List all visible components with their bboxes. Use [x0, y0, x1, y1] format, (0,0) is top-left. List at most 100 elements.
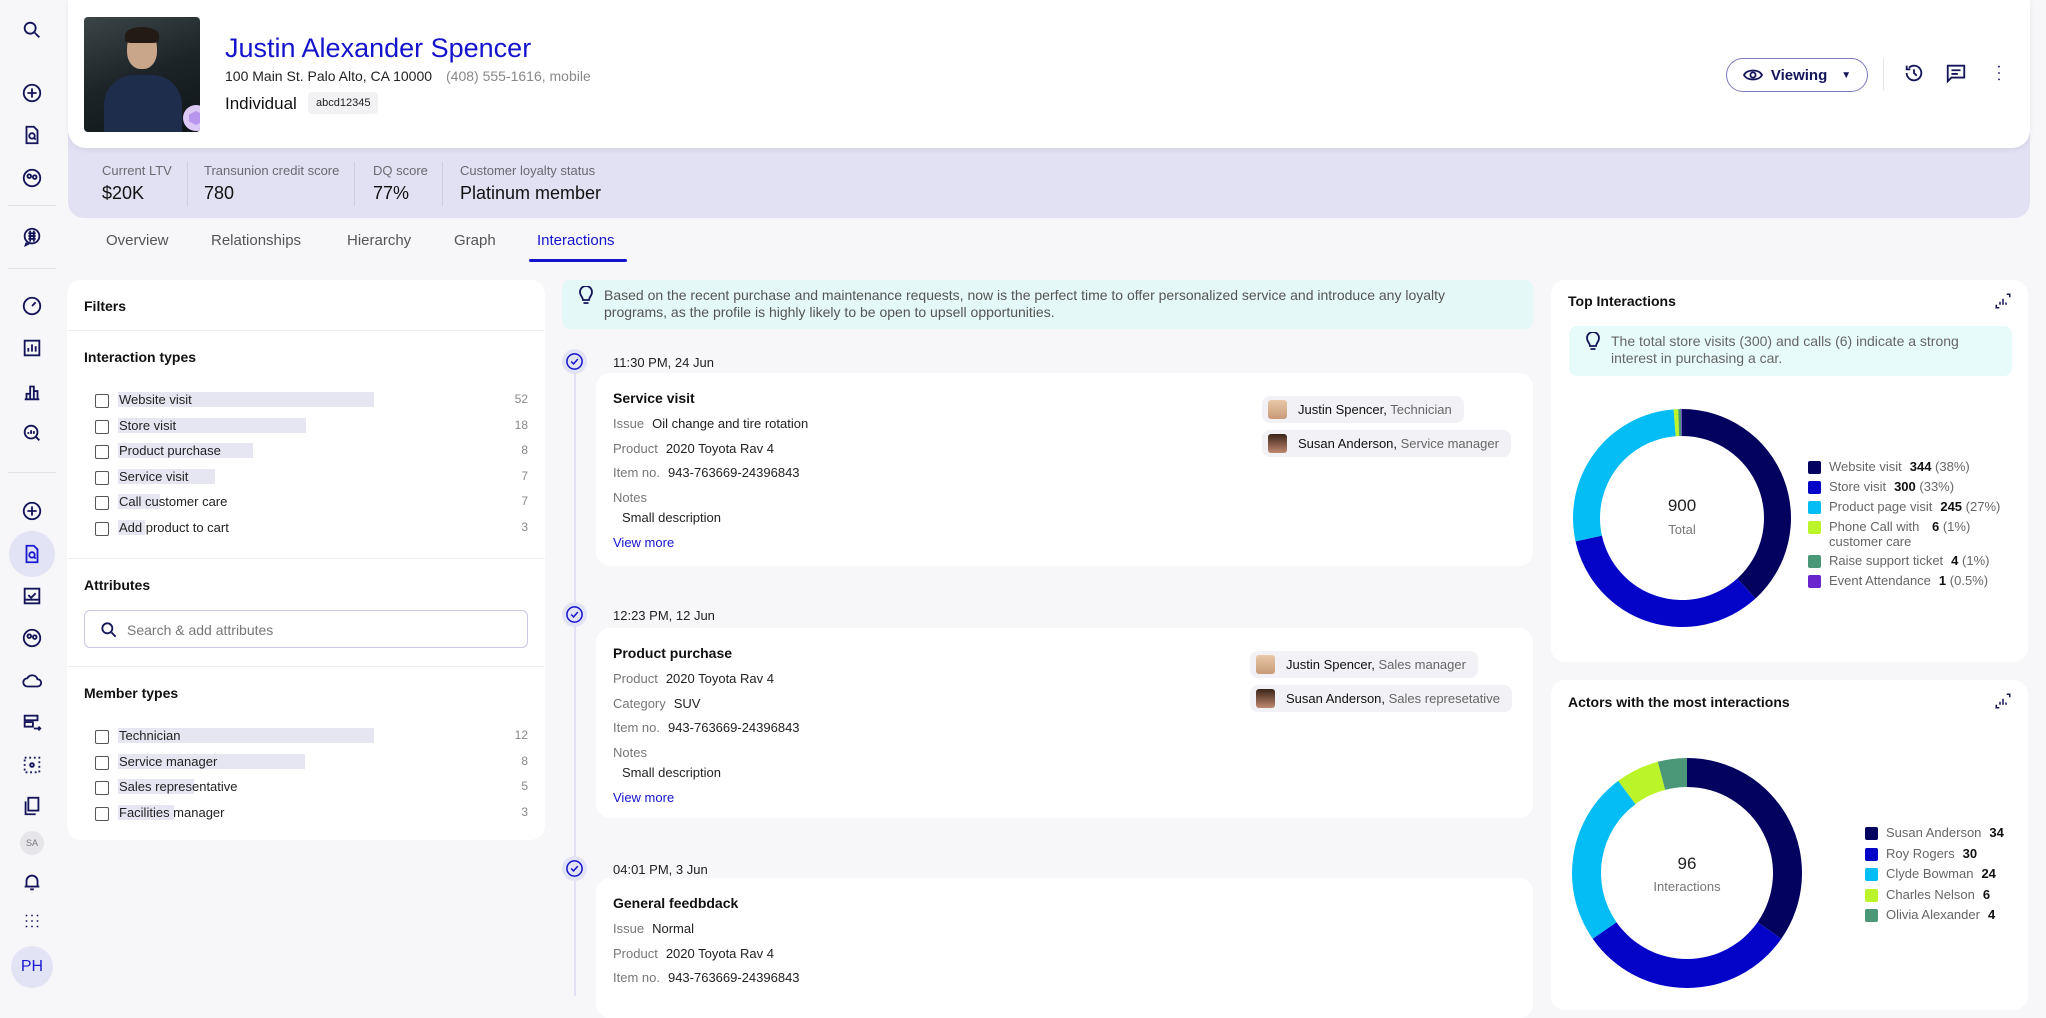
legend-swatch	[1808, 481, 1821, 494]
view-mode-dropdown[interactable]: Viewing ▼	[1726, 58, 1868, 92]
filter-row[interactable]: Call customer care 7	[87, 492, 528, 514]
donut-slice[interactable]	[1575, 535, 1756, 627]
expand-chart-icon[interactable]	[1994, 692, 2014, 712]
filter-row[interactable]: Technician 12	[87, 726, 528, 748]
document-search-icon[interactable]	[9, 531, 55, 577]
report-icon[interactable]	[14, 330, 50, 366]
view-more-link[interactable]: View more	[613, 790, 675, 805]
server-transfer-icon[interactable]	[14, 705, 50, 741]
donut-center-label: Interactions	[1653, 879, 1721, 894]
actor-chip[interactable]: Justin Spencer, Technician	[1262, 396, 1464, 423]
attribute-search-field[interactable]	[84, 610, 528, 648]
tab-overview[interactable]: Overview	[106, 232, 169, 249]
attribute-search-input[interactable]	[127, 619, 507, 641]
add-icon[interactable]	[14, 75, 50, 111]
checkbox[interactable]	[95, 781, 109, 795]
legend-percent: (27%)	[1962, 499, 2001, 514]
filter-row[interactable]: Product purchase 8	[87, 441, 528, 463]
actor-avatar	[1256, 689, 1275, 708]
donut-center-value: 96	[1677, 854, 1697, 873]
checkbox[interactable]	[95, 445, 109, 459]
checkbox[interactable]	[95, 394, 109, 408]
filter-row[interactable]: Sales representative 5	[87, 777, 528, 799]
attributes-title: Attributes	[84, 577, 151, 593]
donut-slice[interactable]	[1681, 409, 1682, 437]
globe-chat-icon[interactable]	[14, 219, 50, 255]
inbox-check-icon[interactable]	[14, 578, 50, 614]
checkbox[interactable]	[95, 730, 109, 744]
tab-graph[interactable]: Graph	[454, 232, 496, 249]
filter-row[interactable]: Service visit 7	[87, 467, 528, 489]
donut-slice[interactable]	[1618, 761, 1666, 805]
filter-row[interactable]: Store visit 18	[87, 416, 528, 438]
donut-slice[interactable]	[1592, 922, 1782, 988]
filter-label: Service manager	[119, 753, 218, 769]
actor-chip[interactable]: Susan Anderson, Sales represetative	[1250, 685, 1512, 712]
chart-insight: The total store visits (300) and calls (…	[1569, 326, 2012, 376]
view-more-link[interactable]: View more	[613, 535, 675, 550]
view-mode-label: Viewing	[1770, 66, 1828, 84]
apps-grid-icon[interactable]	[14, 903, 50, 939]
legend-label: Clyde Bowman	[1886, 866, 1974, 881]
tab-interactions[interactable]: Interactions	[537, 232, 615, 249]
donut-slice[interactable]	[1573, 409, 1676, 542]
add-icon[interactable]	[14, 493, 50, 529]
people-icon[interactable]	[14, 620, 50, 656]
user-avatar[interactable]: PH	[11, 946, 53, 988]
gauge-icon[interactable]	[14, 288, 50, 324]
checkbox[interactable]	[95, 806, 109, 821]
copy-icon[interactable]	[14, 788, 50, 824]
comment-icon[interactable]	[1945, 62, 1971, 88]
legend-label: Charles Nelson	[1886, 886, 1975, 902]
profile-phone: (408) 555-1616, mobile	[446, 68, 591, 84]
card-title: Top Interactions	[1568, 293, 1676, 309]
search-icon[interactable]	[14, 12, 50, 48]
checkbox[interactable]	[95, 470, 109, 485]
legend-swatch	[1865, 888, 1878, 902]
interaction-types-title: Interaction types	[84, 349, 197, 365]
donut-slice[interactable]	[1657, 758, 1687, 790]
bell-icon[interactable]	[14, 864, 50, 900]
actor-chip[interactable]: Susan Anderson, Service manager	[1262, 430, 1511, 457]
legend-label: Olivia Alexander	[1886, 907, 1980, 922]
checkbox[interactable]	[95, 755, 109, 770]
top-interactions-donut	[1573, 409, 1791, 627]
filter-row[interactable]: Add product to cart 3	[87, 518, 528, 540]
people-icon[interactable]	[14, 160, 50, 196]
divider	[354, 162, 355, 206]
checkbox[interactable]	[95, 496, 109, 510]
filter-row[interactable]: Facilities manager 3	[87, 803, 528, 825]
stat-label: Customer loyalty status	[460, 163, 596, 178]
checkbox[interactable]	[95, 521, 109, 536]
filter-count: 3	[521, 519, 528, 534]
expand-chart-icon[interactable]	[1994, 292, 2014, 312]
actor-chip[interactable]: Justin Spencer, Sales manager	[1250, 651, 1478, 678]
actor-avatar	[1268, 434, 1287, 453]
legend-value: 1	[1938, 573, 1947, 588]
checkbox[interactable]	[95, 419, 109, 434]
notes-text: Small description	[622, 765, 721, 780]
donut-slice[interactable]	[1678, 409, 1682, 437]
avatar[interactable]: SA	[20, 831, 44, 855]
chart-search-icon[interactable]	[14, 415, 50, 451]
legend-value: 4	[1987, 907, 1996, 922]
graph-nodes-icon[interactable]	[14, 747, 50, 783]
tab-relationships[interactable]: Relationships	[211, 232, 302, 249]
legend-label: Raise support ticket	[1829, 553, 1944, 568]
cloud-icon[interactable]	[14, 663, 50, 699]
filter-row[interactable]: Website visit 52	[87, 390, 528, 412]
donut-slice[interactable]	[1682, 409, 1791, 599]
filter-count: 7	[521, 468, 528, 483]
tab-hierarchy[interactable]: Hierarchy	[347, 232, 412, 249]
document-search-icon[interactable]	[14, 117, 50, 153]
filter-row[interactable]: Service manager 8	[87, 752, 528, 774]
legend-label: Roy Rogers	[1886, 845, 1955, 861]
donut-slice[interactable]	[1572, 780, 1636, 939]
history-icon[interactable]	[1903, 62, 1929, 88]
bar-chart-icon[interactable]	[14, 374, 50, 410]
donut-slice[interactable]	[1673, 409, 1680, 437]
filter-label: Product purchase	[119, 443, 221, 458]
donut-slice[interactable]	[1687, 758, 1802, 939]
more-vert-icon[interactable]	[1988, 62, 2014, 88]
actor-name: Susan Anderson,	[1286, 691, 1389, 706]
